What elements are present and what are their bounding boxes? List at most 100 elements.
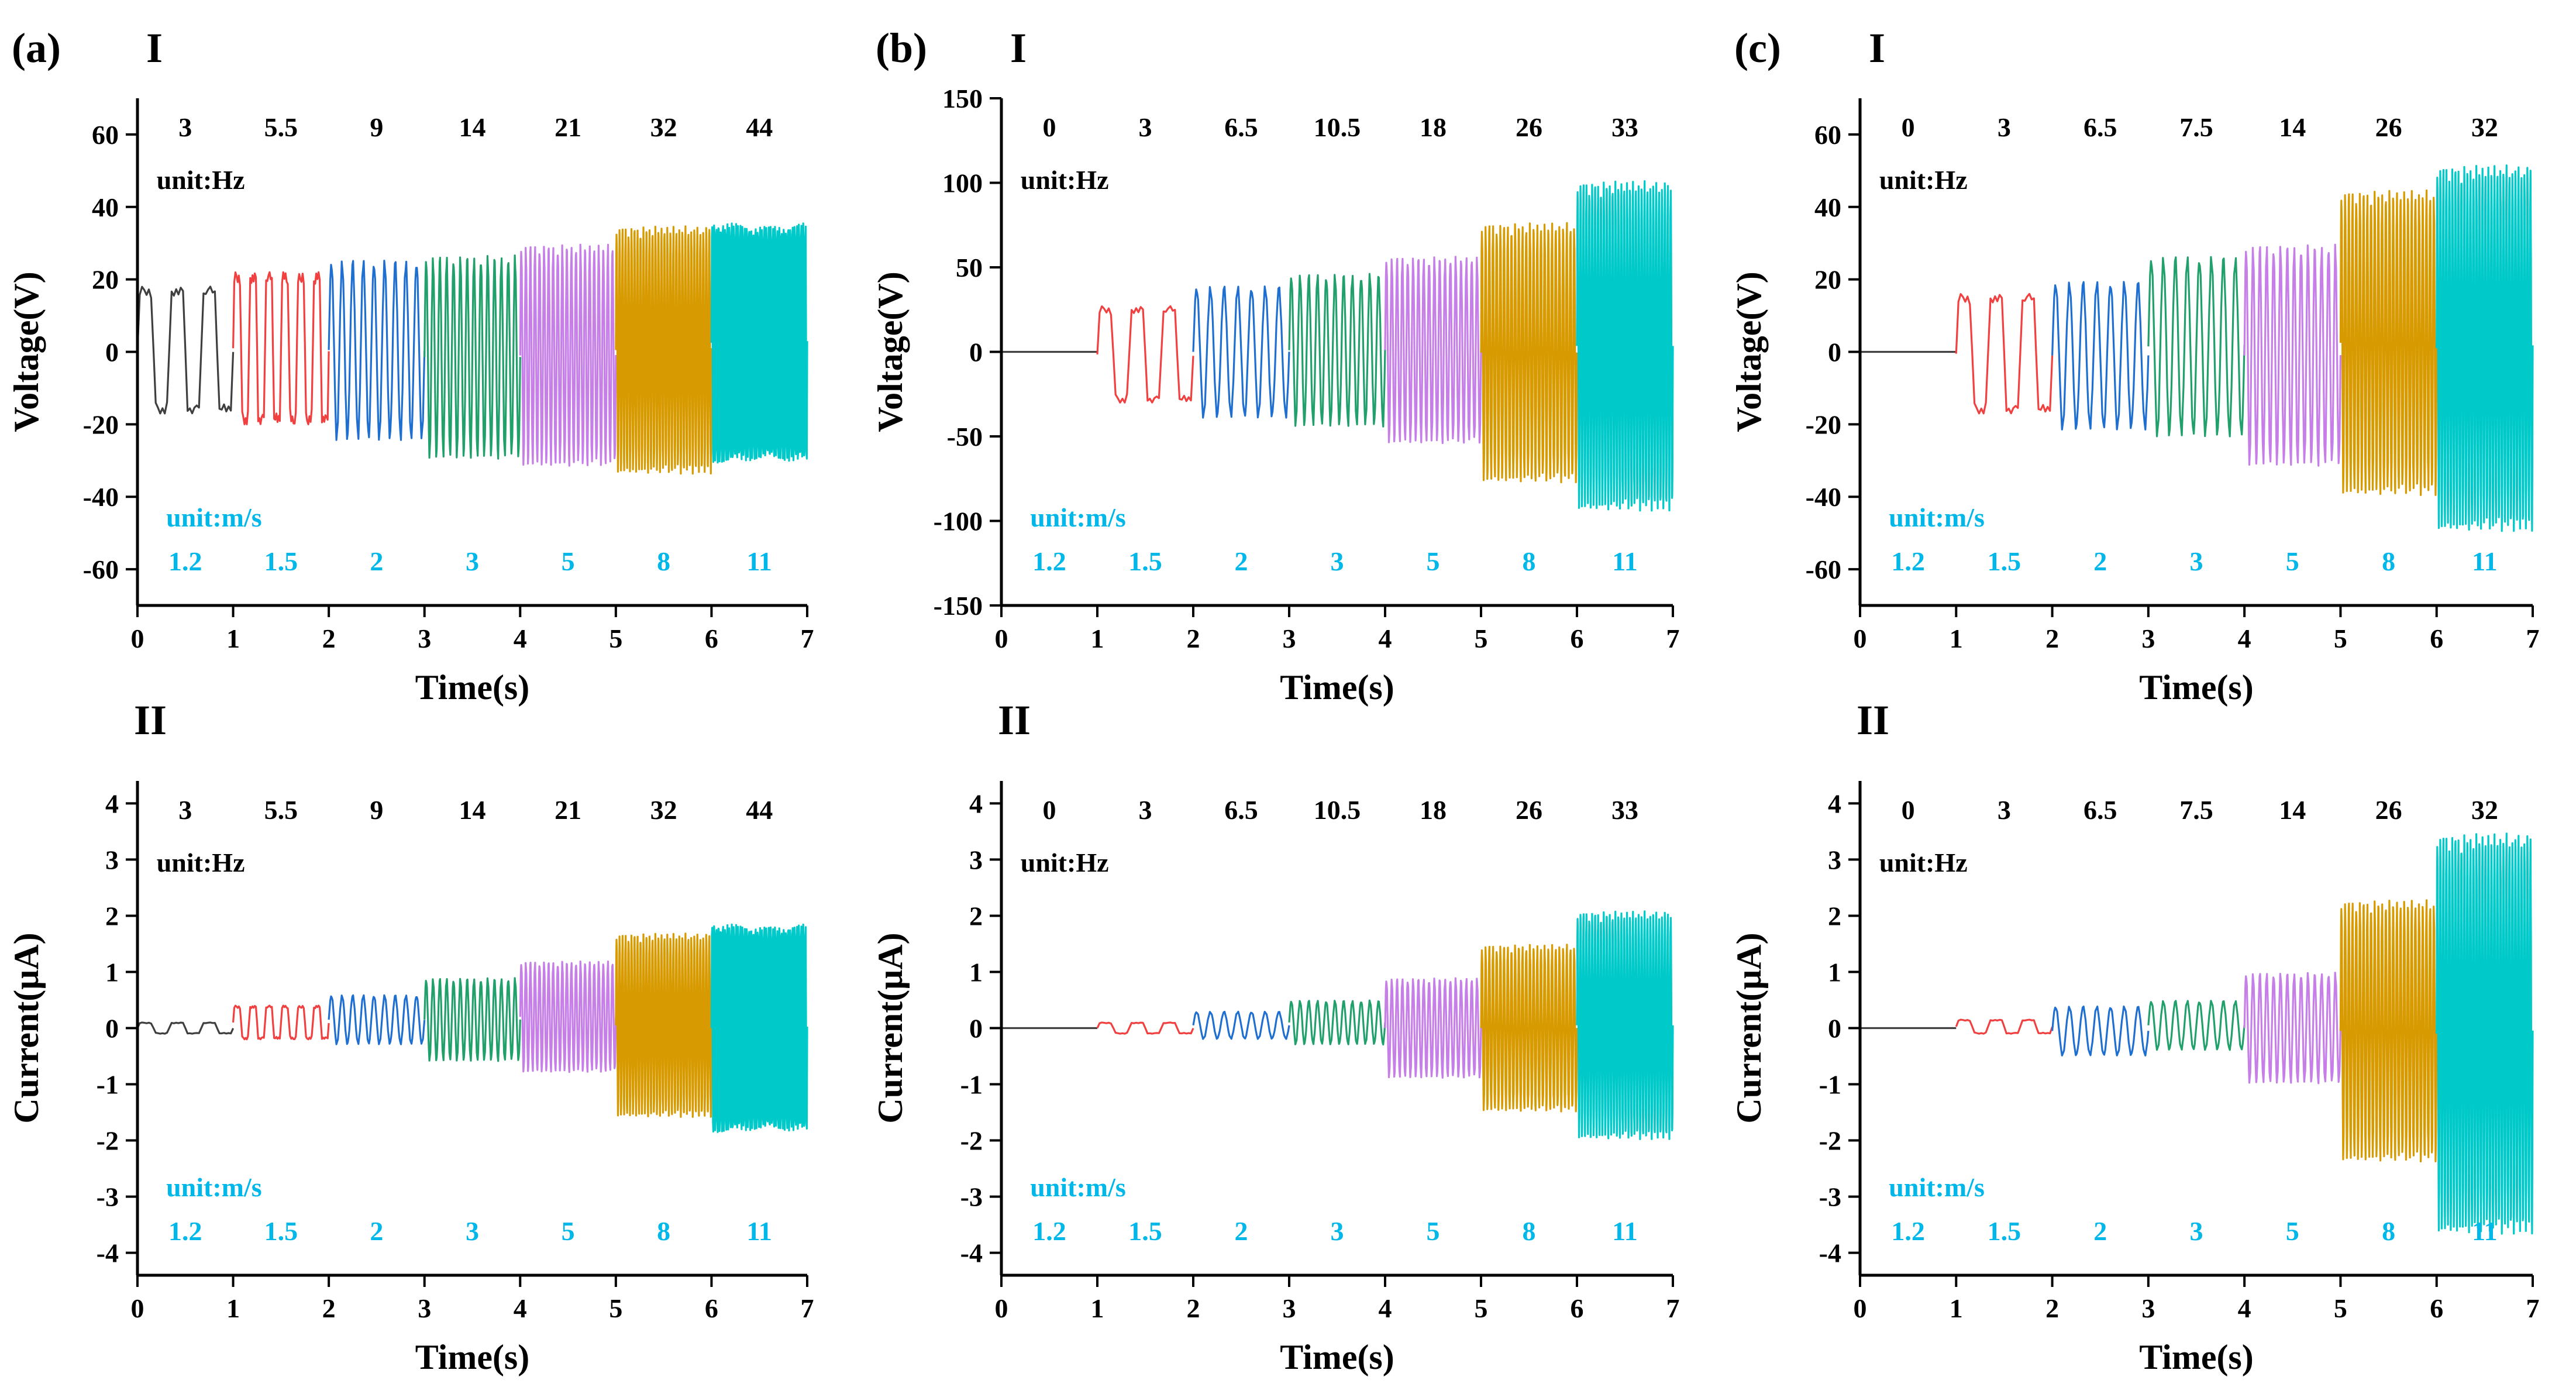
- signal-trace: [519, 243, 617, 467]
- x-axis-title: Time(s): [1280, 1338, 1394, 1376]
- frequency-label: 0: [1902, 795, 1915, 825]
- x-tick-label: 3: [2141, 624, 2155, 653]
- row-label: I: [1010, 25, 1027, 71]
- y-tick-label: -150: [934, 591, 983, 621]
- signal-trace: [1384, 977, 1482, 1079]
- unit-hz-label: unit:Hz: [1879, 165, 1968, 195]
- y-tick-label: -4: [960, 1238, 983, 1268]
- frequency-label: 7.5: [2179, 112, 2213, 142]
- unit-ms-label: unit:m/s: [1889, 1172, 1985, 1202]
- x-tick-label: 5: [2334, 1293, 2347, 1323]
- x-tick-label: 4: [2238, 624, 2251, 653]
- chart-1: 0 1 2 3 4 5 6 7-150-100-50050100150Time(s)Volta…: [871, 25, 1680, 707]
- y-tick-label: -3: [960, 1182, 983, 1212]
- signal-trace: [710, 222, 808, 464]
- speed-label: 1.2: [1891, 1216, 1925, 1246]
- y-tick-label: 0: [969, 338, 983, 367]
- x-tick-label: 5: [609, 624, 622, 653]
- y-tick-label: -1: [1819, 1070, 1841, 1100]
- frequency-label: 32: [2471, 795, 2498, 825]
- signal-trace: [2436, 164, 2534, 532]
- signal-trace: [1480, 222, 1578, 484]
- y-axis-title: Voltage(V): [1730, 271, 1768, 432]
- signal-trace: [1384, 256, 1482, 445]
- y-tick-label: 4: [969, 789, 983, 818]
- speed-label: 1.2: [168, 1216, 202, 1246]
- signal-trace: [615, 225, 712, 475]
- signal-trace: [136, 1021, 235, 1035]
- x-tick-label: 6: [1571, 1293, 1584, 1323]
- chart-3: 0 1 2 3 4 5 6 7 -4 -3 -2 -1 0 1 2 3 4 Time(s) Current(μA) 3…: [7, 697, 814, 1376]
- unit-hz-label: unit:Hz: [157, 165, 245, 195]
- x-tick-label: 2: [1187, 1293, 1200, 1323]
- signal-trace: [2243, 972, 2341, 1085]
- charts-layer: 0 1 2 3 4 5 6 7-60-40-200204060Time(s)Voltage(V…: [7, 25, 2540, 1376]
- frequency-label: 14: [459, 795, 486, 825]
- signal-trace: [2339, 899, 2438, 1163]
- signal-trace: [1955, 1018, 2054, 1035]
- y-tick-label: 150: [942, 84, 983, 113]
- frequency-label: 3: [1139, 112, 1152, 142]
- x-tick-label: 6: [705, 624, 718, 653]
- frequency-label: 9: [370, 112, 383, 142]
- x-tick-label: 0: [131, 624, 144, 653]
- speed-label: 8: [1523, 1216, 1536, 1246]
- x-axis-title: Time(s): [1280, 668, 1394, 707]
- y-tick-label: -1: [97, 1070, 119, 1100]
- chart-0: 0 1 2 3 4 5 6 7 -60 -40 -20 0 20 40 60 Time(s) Voltage(V…: [7, 25, 814, 707]
- speed-label: 1.2: [1891, 546, 1925, 576]
- y-tick-label: -2: [1819, 1126, 1841, 1156]
- frequency-label: 44: [746, 795, 773, 825]
- speed-label: 1.5: [264, 546, 298, 576]
- y-tick-label: -3: [97, 1182, 119, 1212]
- panel-label: (a): [12, 25, 61, 71]
- signal-trace: [2339, 189, 2438, 496]
- x-tick-label: 3: [418, 624, 431, 653]
- signal-trace: [1096, 305, 1194, 404]
- y-tick-label: -2: [97, 1126, 119, 1156]
- y-tick-label: 0: [1828, 338, 1841, 367]
- signal-trace: [2051, 281, 2150, 431]
- frequency-label: 14: [459, 112, 486, 142]
- y-axis-title: Current(μA): [871, 932, 910, 1123]
- x-tick-label: 0: [995, 624, 1008, 653]
- unit-hz-label: unit:Hz: [157, 848, 245, 877]
- y-tick-label: -20: [1806, 409, 1841, 439]
- frequency-label: 5.5: [264, 112, 298, 142]
- x-tick-label: 7: [1666, 624, 1680, 653]
- y-tick-label: 3: [969, 845, 983, 875]
- x-tick-label: 4: [2238, 1293, 2251, 1323]
- speed-label: 5: [562, 546, 575, 576]
- x-tick-label: 6: [2430, 624, 2443, 653]
- speed-label: 3: [466, 1216, 479, 1246]
- signal-trace: [1192, 285, 1290, 419]
- frequency-label: 6.5: [1224, 795, 1258, 825]
- signal-trace: [2243, 243, 2341, 467]
- signal-trace: [136, 285, 235, 415]
- unit-hz-label: unit:Hz: [1879, 848, 1968, 877]
- frequency-label: 0: [1043, 795, 1056, 825]
- unit-ms-label: unit:m/s: [166, 1172, 262, 1202]
- speed-label: 11: [1612, 546, 1637, 576]
- y-tick-label: -40: [1806, 482, 1841, 512]
- y-tick-label: -4: [97, 1238, 119, 1268]
- row-label: II: [1857, 697, 1889, 744]
- y-tick-label: -100: [934, 507, 983, 536]
- y-tick-label: -2: [960, 1126, 983, 1156]
- frequency-label: 33: [1611, 112, 1638, 142]
- y-tick-label: -60: [1806, 555, 1841, 584]
- x-tick-label: 6: [705, 1293, 718, 1323]
- speed-label: 11: [2472, 546, 2497, 576]
- speed-label: 1.5: [1988, 546, 2021, 576]
- frequency-label: 6.5: [1224, 112, 1258, 142]
- speed-label: 3: [1331, 1216, 1344, 1246]
- row-label: I: [146, 25, 163, 71]
- frequency-label: 33: [1611, 795, 1638, 825]
- signal-trace: [710, 923, 808, 1133]
- speed-label: 3: [466, 546, 479, 576]
- x-tick-label: 7: [801, 624, 814, 653]
- unit-hz-label: unit:Hz: [1021, 165, 1109, 195]
- speed-label: 1.5: [1128, 546, 1162, 576]
- y-tick-label: 4: [1828, 789, 1841, 818]
